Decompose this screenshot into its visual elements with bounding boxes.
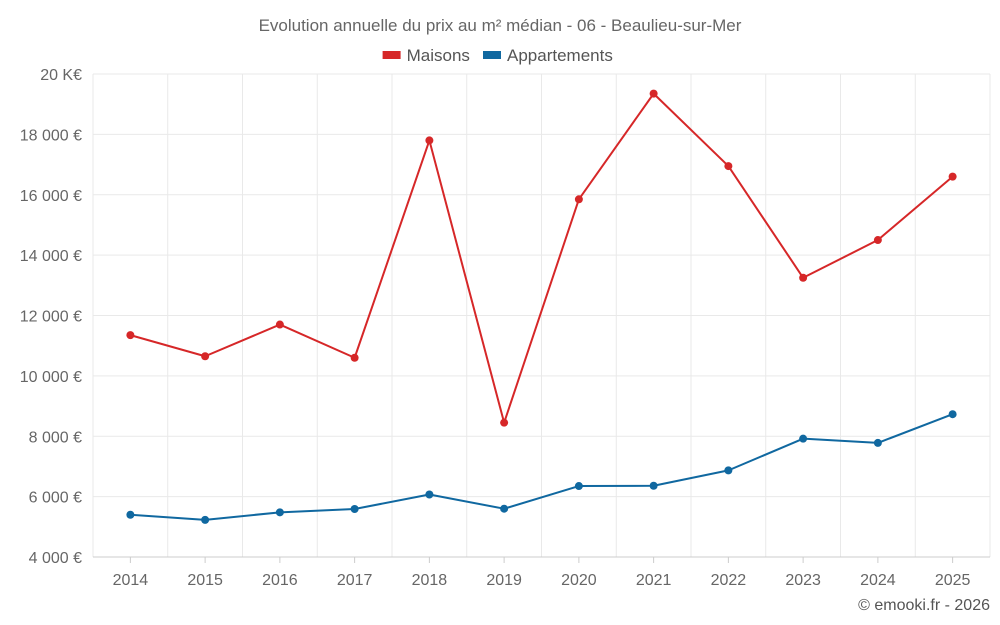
y-tick-label: 4 000 € [29,550,82,567]
x-tick-label: 2014 [113,572,149,589]
data-point-maisons[interactable] [574,195,583,204]
legend: Maisons Appartements [382,46,613,65]
legend-swatch-maisons [382,51,401,59]
series-line-appartements [130,413,953,521]
x-tick-label: 2019 [486,572,522,589]
data-point-maisons[interactable] [500,418,509,427]
chart-title: Evolution annuelle du prix au m² médian … [259,16,742,35]
grid [92,73,991,558]
data-point-maisons[interactable] [649,89,658,98]
data-point-maisons[interactable] [799,273,808,282]
data-point-maisons[interactable] [873,236,882,245]
y-tick-label: 18 000 € [20,127,82,144]
data-point-appartements[interactable] [799,434,808,443]
data-point-appartements[interactable] [350,505,359,514]
x-tick-label: 2022 [711,572,747,589]
x-tick-label: 2023 [785,572,821,589]
series-group [126,89,957,524]
data-point-maisons[interactable] [201,352,210,361]
data-point-appartements[interactable] [201,515,210,524]
data-point-appartements[interactable] [275,508,284,517]
data-point-appartements[interactable] [126,510,135,519]
data-point-maisons[interactable] [724,162,733,171]
data-point-appartements[interactable] [649,481,658,490]
legend-label-maisons[interactable]: Maisons [407,46,470,65]
data-point-appartements[interactable] [574,482,583,491]
x-tick-label: 2021 [636,572,672,589]
data-point-maisons[interactable] [126,331,135,340]
x-tick-label: 2018 [412,572,448,589]
y-tick-label: 12 000 € [20,309,82,326]
x-tick-label: 2016 [262,572,298,589]
x-tick-label: 2020 [561,572,597,589]
x-tick-label: 2025 [935,572,971,589]
x-tick-label: 2015 [187,572,223,589]
data-point-maisons[interactable] [948,172,957,181]
legend-label-appartements[interactable]: Appartements [507,46,613,65]
legend-swatch-appartements [483,51,501,59]
x-tick-label: 2017 [337,572,373,589]
credit-text: © emooki.fr - 2026 [858,597,990,614]
data-point-appartements[interactable] [500,504,509,513]
axes: 20 K€ 18 000 € 16 000 € 14 000 € 12 000 € 10 … [20,67,990,589]
y-tick-label: 6 000 € [29,490,82,507]
y-tick-label: 8 000 € [29,429,82,446]
data-point-maisons[interactable] [425,136,434,145]
data-point-appartements[interactable] [873,438,882,447]
y-tick-label: 10 000 € [20,369,82,386]
data-point-appartements[interactable] [724,466,733,475]
data-point-maisons[interactable] [350,353,359,362]
y-tick-label: 20 K€ [40,67,82,84]
data-point-appartements[interactable] [425,490,434,499]
y-tick-label: 14 000 € [20,248,82,265]
data-point-maisons[interactable] [275,320,284,329]
data-point-appartements[interactable] [948,410,957,419]
series-line-maisons [130,92,954,424]
x-tick-label: 2024 [860,572,896,589]
y-tick-label: 16 000 € [20,188,82,205]
